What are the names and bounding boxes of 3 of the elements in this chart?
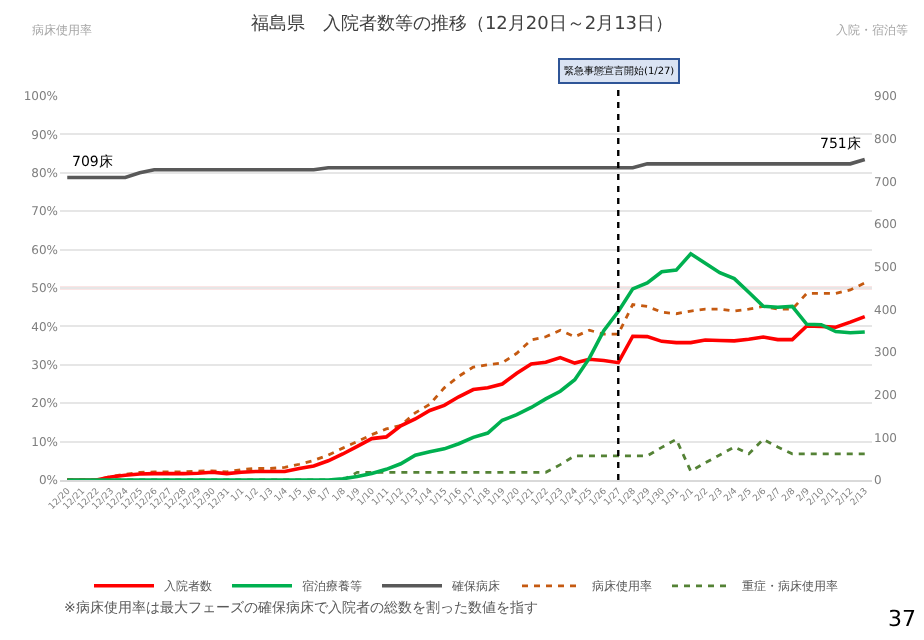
line-series	[65, 157, 867, 180]
text: 37	[888, 606, 916, 632]
chart-title: 福島県 入院者数等の推移（12月20日～2月13日）	[250, 12, 674, 35]
